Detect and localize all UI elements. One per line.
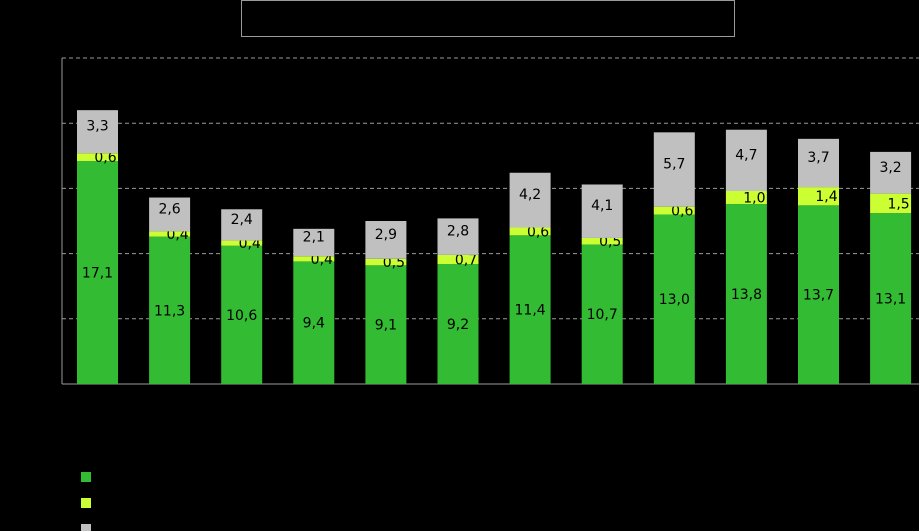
bar-segment-gray: [870, 151, 912, 194]
bar-segment-green: [581, 244, 623, 384]
bar-segment-gray: [365, 221, 407, 259]
bar-segment-yellow: [581, 237, 623, 245]
legend-item-green: [81, 464, 99, 490]
bar-segment-yellow: [221, 240, 263, 246]
data-label: 5,7: [663, 156, 685, 172]
data-label: 11,3: [154, 303, 185, 319]
bar-segment-green: [870, 213, 912, 384]
data-label: 2,1: [303, 230, 325, 246]
bar-segment-green: [437, 264, 479, 384]
bar-segment-gray: [149, 197, 191, 232]
bar-segment-gray: [581, 184, 623, 238]
bar-segment-yellow: [509, 227, 551, 236]
data-label: 0,6: [527, 224, 549, 240]
data-label: 0,7: [455, 252, 477, 268]
bar-segment-green: [725, 204, 767, 384]
bar-segment-gray: [725, 129, 767, 192]
bar-segment-green: [798, 205, 839, 384]
bar-segment-green: [365, 265, 407, 384]
bar-segment-yellow: [437, 254, 479, 265]
bar-segment-gray: [221, 209, 263, 241]
legend-item-gray: [81, 516, 99, 531]
bar-segment-yellow: [798, 187, 839, 206]
data-label: 2,4: [231, 212, 253, 228]
bar-segment-gray: [77, 110, 118, 154]
bar-segment-yellow: [77, 153, 118, 162]
data-label: 13,1: [875, 292, 906, 308]
data-label: 4,2: [519, 187, 541, 203]
legend-item-yellow: [81, 490, 99, 516]
data-label: 17,1: [82, 266, 113, 282]
data-label: 9,1: [375, 318, 397, 334]
bar-segment-gray: [437, 218, 479, 255]
bar-segment-gray: [653, 132, 695, 207]
data-label: 1,0: [743, 191, 765, 207]
data-label: 4,7: [735, 147, 757, 163]
bar-segment-gray: [798, 138, 839, 188]
bar-segment-yellow: [365, 258, 407, 266]
bar-segment-yellow: [725, 191, 767, 205]
bar-segment-green: [149, 236, 191, 384]
bar-segment-green: [221, 245, 263, 384]
data-label: 9,2: [447, 317, 469, 333]
bar-segment-green: [653, 214, 695, 384]
data-label: 0,5: [383, 255, 405, 271]
bar-segment-yellow: [653, 206, 695, 215]
data-label: 1,5: [887, 196, 909, 212]
data-label: 0,6: [671, 204, 693, 220]
bar-segment-gray: [509, 172, 551, 228]
data-label: 2,8: [447, 224, 469, 240]
data-label: 0,5: [599, 234, 621, 250]
bar-segment-yellow: [149, 231, 191, 237]
data-label: 2,6: [158, 201, 180, 217]
data-label: 10,6: [226, 308, 257, 324]
legend-swatch-gray: [81, 524, 91, 531]
bar-segment-green: [293, 261, 335, 384]
bar-segment-green: [509, 235, 551, 384]
bar-segment-yellow: [293, 256, 335, 262]
data-label: 3,7: [807, 150, 829, 166]
chart-legend: [81, 464, 99, 531]
data-label: 3,2: [879, 160, 901, 176]
data-label: 13,8: [731, 287, 762, 303]
data-label: 2,9: [375, 227, 397, 243]
chart-title-box: [241, 0, 735, 37]
bar-segment-green: [77, 161, 118, 384]
data-label: 9,4: [303, 316, 325, 332]
bar-segment-yellow: [870, 193, 912, 214]
data-label: 0,6: [94, 150, 116, 166]
data-label: 13,7: [803, 288, 834, 304]
bar-segment-gray: [293, 228, 335, 257]
data-label: 11,4: [515, 303, 546, 319]
data-label: 4,1: [591, 198, 613, 214]
legend-swatch-green: [81, 472, 91, 482]
data-label: 10,7: [587, 307, 618, 323]
legend-swatch-yellow: [81, 498, 91, 508]
data-label: 1,4: [815, 189, 837, 205]
data-label: 13,0: [659, 292, 690, 308]
data-label: 3,3: [86, 119, 108, 135]
